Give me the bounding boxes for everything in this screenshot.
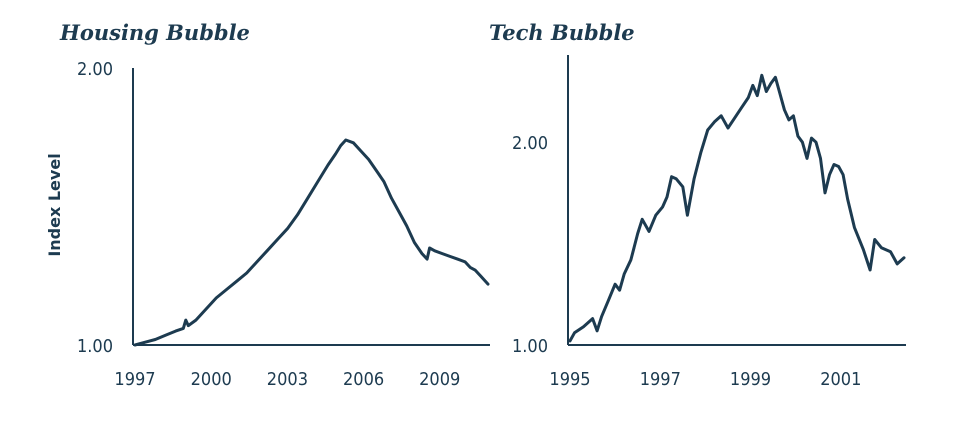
chart-tech: Tech Bubble 1995 1997 1999 2001 1.00 2.00: [489, 20, 906, 390]
series-line: [133, 138, 490, 347]
x-tick-label: 1997: [640, 369, 681, 390]
series-layer: [133, 138, 490, 347]
y-axis-label: Index Level: [45, 153, 64, 256]
y-tick-label: 2.00: [77, 59, 113, 80]
series-layer: [568, 73, 906, 343]
y-tick-label: 2.00: [512, 133, 548, 154]
chart-housing: Housing Bubble Index Level 1997 2000 2003 2…: [45, 20, 490, 390]
y-axis-ticks: 1.00 2.00: [77, 59, 113, 357]
x-tick-label: 1997: [114, 369, 155, 390]
x-tick-label: 1995: [549, 369, 590, 390]
x-tick-label: 2003: [267, 369, 308, 390]
y-tick-label: 1.00: [77, 336, 113, 357]
x-tick-label: 2000: [191, 369, 232, 390]
series-line: [568, 73, 906, 343]
chart-title: Tech Bubble: [489, 20, 635, 45]
x-tick-label: 2009: [419, 369, 460, 390]
x-tick-label: 2006: [343, 369, 384, 390]
x-tick-label: 1999: [730, 369, 771, 390]
y-tick-label: 1.00: [512, 336, 548, 357]
y-axis-ticks: 1.00 2.00: [512, 133, 548, 357]
x-tick-label: 2001: [820, 369, 861, 390]
x-axis-ticks: 1997 2000 2003 2006 2009: [114, 369, 460, 390]
x-axis-ticks: 1995 1997 1999 2001: [549, 369, 861, 390]
chart-title: Housing Bubble: [59, 20, 250, 45]
